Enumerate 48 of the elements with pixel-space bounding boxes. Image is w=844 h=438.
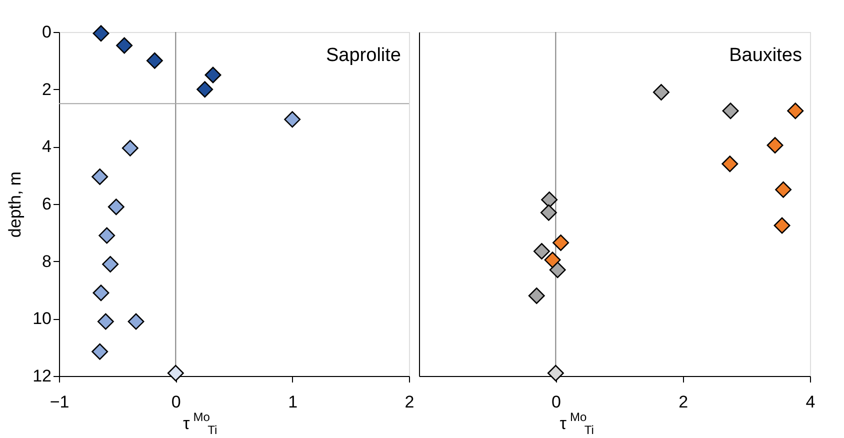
point <box>540 204 557 221</box>
point <box>122 140 138 156</box>
x-tick-label: 1 <box>288 392 298 412</box>
point <box>774 217 790 234</box>
x-tick-label: 2 <box>404 392 414 412</box>
x-tick-label: 4 <box>806 392 816 412</box>
y-tick-label: 2 <box>42 80 52 99</box>
point <box>722 156 738 172</box>
point <box>547 364 564 382</box>
y-tick-label: 12 <box>32 366 52 386</box>
annotation: Saprolite <box>326 45 401 66</box>
point <box>652 84 670 100</box>
point <box>533 243 550 260</box>
point <box>722 102 739 120</box>
point <box>541 191 558 208</box>
point <box>146 52 163 69</box>
x-tick-label: −1 <box>50 392 70 412</box>
point <box>116 37 133 54</box>
annotation: Bauxites <box>729 45 802 66</box>
point <box>528 288 545 304</box>
y-tick-label: 0 <box>42 22 52 42</box>
point <box>97 313 114 330</box>
point <box>92 284 110 302</box>
point <box>98 227 116 244</box>
y-axis-title: depth, m <box>6 171 25 238</box>
point <box>92 25 110 42</box>
x-tick-label: 2 <box>678 392 688 412</box>
point <box>204 66 222 84</box>
point <box>787 102 804 120</box>
point <box>92 168 108 185</box>
point <box>102 256 119 272</box>
point <box>92 343 108 360</box>
point <box>284 111 301 128</box>
y-tick-label: 10 <box>32 309 52 328</box>
point <box>544 252 561 268</box>
x-tick-label: 0 <box>551 392 561 412</box>
point <box>108 198 124 216</box>
point <box>196 81 214 98</box>
point <box>167 364 184 382</box>
point <box>552 234 570 251</box>
point <box>766 137 784 154</box>
point <box>775 181 792 198</box>
y-tick-label: 4 <box>42 137 52 156</box>
point <box>128 313 144 330</box>
x-tick-label: 0 <box>171 392 181 412</box>
y-tick-label: 6 <box>42 194 52 214</box>
y-tick-label: 8 <box>42 252 52 271</box>
point <box>549 262 566 278</box>
